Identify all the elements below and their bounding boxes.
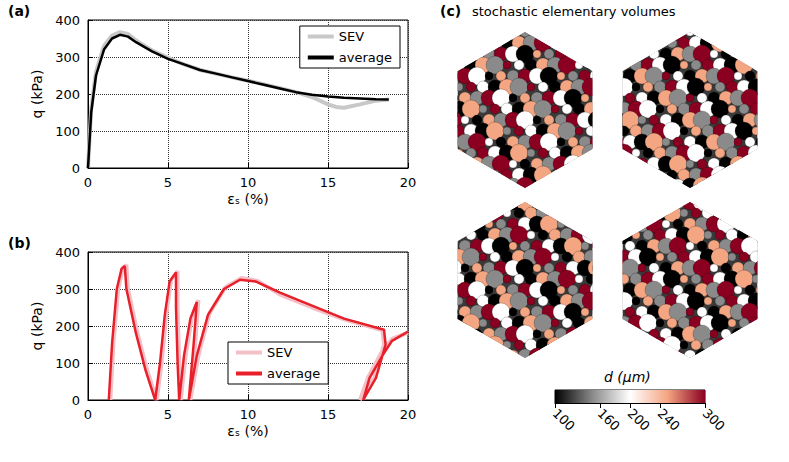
svg-text:εₛ (%): εₛ (%) xyxy=(227,191,268,207)
svg-text:300: 300 xyxy=(55,282,80,297)
svg-text:15: 15 xyxy=(320,407,337,422)
svg-text:200: 200 xyxy=(625,406,653,434)
svg-text:0: 0 xyxy=(84,175,92,190)
svg-text:5: 5 xyxy=(164,175,172,190)
svg-text:200: 200 xyxy=(55,319,80,334)
svg-text:stochastic elementary volumes: stochastic elementary volumes xyxy=(472,4,676,19)
svg-text:SEV: SEV xyxy=(339,29,364,44)
svg-text:d (µm): d (µm) xyxy=(604,369,651,385)
svg-text:20: 20 xyxy=(400,175,417,190)
svg-text:300: 300 xyxy=(55,50,80,65)
svg-text:100: 100 xyxy=(550,406,578,434)
svg-text:(a): (a) xyxy=(8,3,30,19)
svg-text:average: average xyxy=(339,50,392,65)
svg-text:0: 0 xyxy=(72,393,80,408)
svg-text:15: 15 xyxy=(320,175,337,190)
svg-text:q (kPa): q (kPa) xyxy=(29,70,45,119)
svg-text:5: 5 xyxy=(164,407,172,422)
svg-text:20: 20 xyxy=(400,407,417,422)
svg-text:400: 400 xyxy=(55,13,80,28)
svg-text:160: 160 xyxy=(595,406,623,434)
svg-text:300: 300 xyxy=(700,406,728,434)
svg-text:100: 100 xyxy=(55,124,80,139)
svg-text:10: 10 xyxy=(240,175,257,190)
svg-text:10: 10 xyxy=(240,407,257,422)
svg-text:εₛ (%): εₛ (%) xyxy=(227,423,268,439)
svg-text:(c): (c) xyxy=(440,3,461,19)
svg-text:average: average xyxy=(267,366,320,381)
svg-text:0: 0 xyxy=(72,161,80,176)
svg-text:400: 400 xyxy=(55,245,80,260)
svg-text:SEV: SEV xyxy=(267,345,292,360)
svg-text:q (kPa): q (kPa) xyxy=(29,302,45,351)
svg-text:100: 100 xyxy=(55,356,80,371)
svg-text:0: 0 xyxy=(84,407,92,422)
svg-text:(b): (b) xyxy=(8,235,31,251)
svg-text:200: 200 xyxy=(55,87,80,102)
svg-text:240: 240 xyxy=(655,406,683,434)
